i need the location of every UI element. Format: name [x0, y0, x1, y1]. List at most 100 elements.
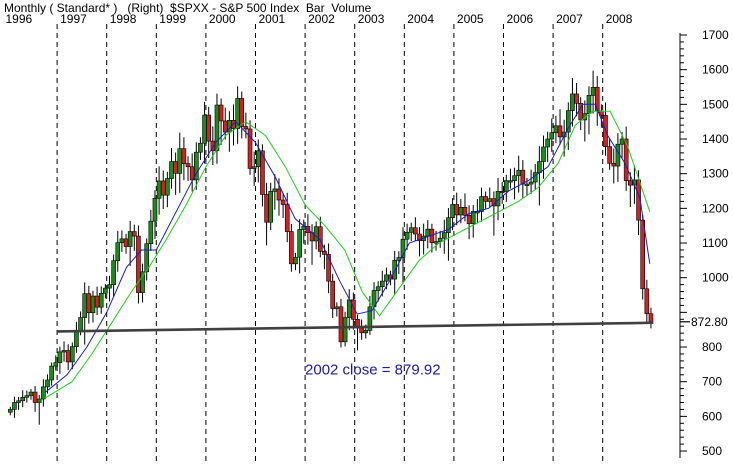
- candle-body: [53, 362, 59, 367]
- candle-body: [293, 256, 298, 265]
- candle-body: [165, 178, 170, 196]
- candle-body: [194, 151, 199, 181]
- candle-body: [74, 330, 79, 347]
- candle-body: [16, 400, 21, 403]
- moving-average-long: [44, 110, 651, 399]
- candle-body: [326, 254, 331, 282]
- candlesticks: [8, 70, 654, 425]
- candle-body: [392, 260, 398, 280]
- candle-body: [247, 128, 253, 169]
- candle-body: [520, 169, 526, 185]
- y-tick-label-700: 700: [702, 375, 722, 389]
- candle-body: [433, 241, 439, 244]
- candle-body: [487, 198, 493, 202]
- candle-body: [553, 125, 559, 134]
- candle-body: [36, 398, 42, 403]
- candle-body: [516, 169, 522, 177]
- candle-body: [198, 142, 203, 153]
- year-label-2005: 2005: [457, 12, 484, 26]
- candle-body: [160, 180, 166, 196]
- candle-body: [185, 163, 191, 168]
- candle-body: [446, 217, 451, 233]
- candle-body: [615, 143, 621, 167]
- candle-body: [144, 243, 149, 273]
- candle-body: [28, 391, 34, 396]
- candle-body: [375, 286, 381, 291]
- candle-body: [619, 138, 625, 145]
- candle-body: [541, 146, 546, 162]
- candle-body: [70, 346, 75, 363]
- candle-body: [462, 207, 468, 216]
- annotations: 2002 close = 879.92: [305, 362, 441, 379]
- candle-body: [20, 397, 26, 402]
- candle-body: [49, 365, 54, 381]
- year-label-1998: 1998: [110, 12, 137, 26]
- candle-body: [57, 351, 63, 363]
- candle-body: [98, 292, 104, 308]
- candle-body: [181, 148, 187, 164]
- candle-body: [115, 242, 121, 262]
- candle-body: [243, 126, 249, 130]
- y-tick-label-1700: 1700: [702, 28, 729, 42]
- candle-body: [82, 293, 87, 318]
- candle-body: [338, 306, 344, 343]
- candle-body: [499, 191, 505, 194]
- candle-body: [590, 87, 596, 96]
- year-label-2007: 2007: [556, 12, 583, 26]
- candle-body: [623, 138, 629, 181]
- candle-body: [607, 146, 612, 164]
- candle-body: [611, 162, 617, 167]
- candle-body: [408, 227, 414, 233]
- candle-body: [644, 288, 650, 315]
- candle-body: [169, 161, 174, 179]
- candle-body: [119, 238, 125, 243]
- y-tick-label-800: 800: [702, 340, 722, 354]
- candle-body: [107, 284, 112, 289]
- candle-body: [565, 110, 571, 133]
- candle-body: [45, 379, 50, 388]
- candle-body: [156, 180, 162, 199]
- y-tick-label-1100: 1100: [702, 236, 728, 250]
- candle-body: [127, 231, 133, 247]
- candle-body: [152, 197, 158, 222]
- candle-body: [12, 402, 17, 410]
- year-label-1996: 1996: [6, 12, 33, 26]
- candle-body: [441, 232, 447, 239]
- candle-body: [94, 295, 100, 308]
- y-tick-label-600: 600: [702, 409, 722, 423]
- candle-body: [297, 229, 302, 258]
- candle-body: [594, 87, 600, 112]
- y-tick-label-1300: 1300: [702, 167, 729, 181]
- candle-body: [359, 327, 364, 334]
- candle-body: [111, 260, 116, 285]
- candle-body: [289, 231, 294, 265]
- candle-body: [483, 196, 488, 202]
- candle-body: [132, 231, 137, 237]
- candle-body: [466, 214, 472, 224]
- candle-body: [103, 287, 108, 294]
- candle-body: [136, 235, 141, 293]
- candle-body: [508, 180, 513, 183]
- y-tick-label-1200: 1200: [702, 201, 729, 215]
- candle-body: [537, 161, 542, 173]
- candle-body: [239, 98, 245, 127]
- candle-body: [148, 220, 154, 245]
- candle-body: [450, 204, 455, 219]
- year-label-2003: 2003: [358, 12, 385, 26]
- chart-header: Monthly ( Standard* ) (Right) $SPXX - S&…: [4, 1, 372, 15]
- candle-body: [470, 211, 476, 224]
- candle-body: [65, 350, 71, 363]
- moving-averages: [44, 103, 651, 399]
- support-line: [57, 321, 654, 333]
- year-label-2006: 2006: [507, 12, 534, 26]
- candle-body: [90, 295, 96, 314]
- candle-body: [545, 138, 550, 148]
- candle-body: [437, 237, 443, 242]
- candle-body: [479, 196, 484, 212]
- candle-body: [260, 150, 265, 195]
- y-tick-label-1000: 1000: [702, 271, 729, 285]
- candle-body: [640, 219, 646, 290]
- candle-body: [425, 228, 431, 237]
- candle-body: [86, 293, 92, 314]
- year-label-2004: 2004: [407, 12, 434, 26]
